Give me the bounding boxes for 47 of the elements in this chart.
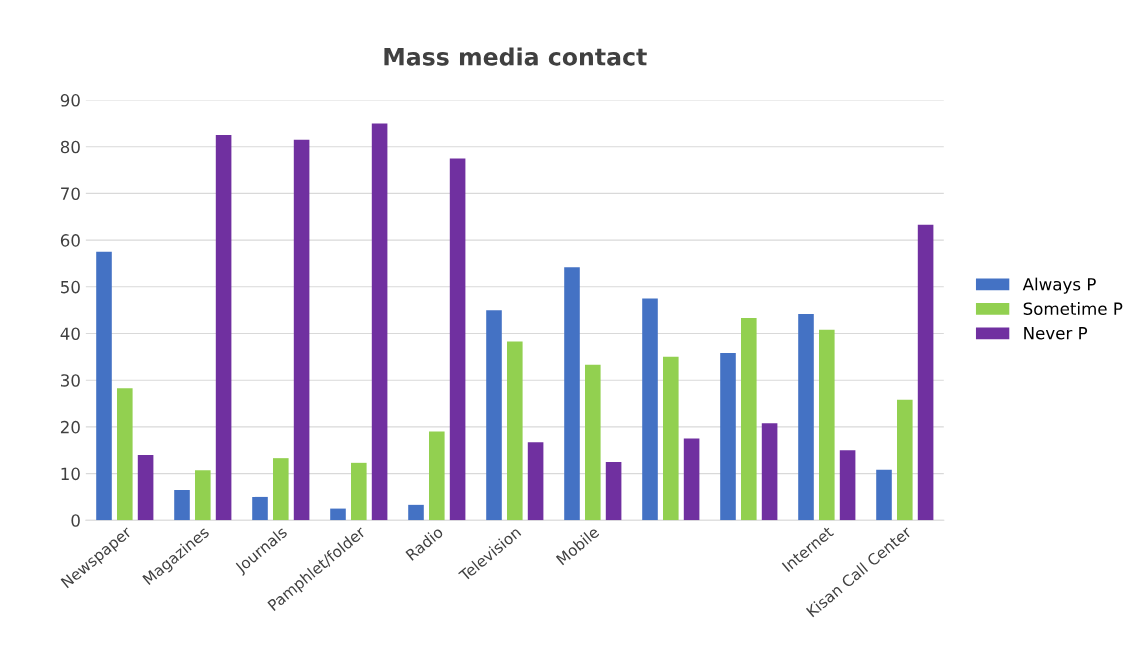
bar bbox=[96, 251, 112, 521]
bar bbox=[683, 438, 700, 521]
bar bbox=[605, 461, 622, 521]
bar bbox=[371, 123, 388, 521]
y-tick-label: 20 bbox=[60, 420, 80, 434]
y-tick-label: 50 bbox=[61, 280, 80, 294]
bar bbox=[351, 462, 367, 521]
bar bbox=[819, 329, 835, 521]
chart-title: Mass media contact bbox=[384, 47, 647, 66]
bar bbox=[408, 504, 424, 521]
bar bbox=[642, 298, 658, 521]
legend-label: Never P bbox=[1024, 327, 1088, 340]
y-tick-label: 40 bbox=[60, 327, 80, 341]
bar bbox=[839, 450, 856, 521]
bar bbox=[215, 135, 232, 521]
bar bbox=[720, 353, 736, 521]
bar bbox=[761, 423, 778, 521]
bar bbox=[137, 454, 154, 521]
y-tick-label: 30 bbox=[61, 374, 80, 387]
bar bbox=[741, 318, 757, 521]
y-tick-label: 80 bbox=[60, 140, 80, 154]
bar bbox=[798, 313, 814, 521]
bar bbox=[273, 458, 289, 521]
bar bbox=[330, 508, 346, 521]
bar bbox=[429, 431, 445, 521]
bar bbox=[252, 496, 268, 521]
bar bbox=[917, 224, 934, 521]
bar bbox=[449, 158, 466, 521]
bar bbox=[195, 470, 211, 521]
bar bbox=[585, 364, 601, 521]
bar bbox=[897, 399, 913, 521]
legend-label: Sometime P bbox=[1023, 302, 1123, 315]
y-tick-label: 60 bbox=[60, 234, 80, 247]
legend-label: Always P bbox=[1022, 277, 1096, 294]
bar bbox=[564, 267, 580, 521]
bar bbox=[876, 469, 892, 521]
y-tick-label: 90 bbox=[60, 94, 80, 107]
y-tick-label: 0 bbox=[71, 514, 80, 527]
bar bbox=[486, 310, 502, 521]
bar bbox=[507, 341, 523, 521]
y-tick-label: 70 bbox=[61, 187, 80, 200]
bar bbox=[293, 139, 310, 521]
y-tick-label: 10 bbox=[61, 467, 80, 481]
bar bbox=[174, 489, 190, 521]
bar bbox=[527, 442, 544, 521]
bar bbox=[117, 388, 133, 521]
bar bbox=[663, 356, 679, 521]
